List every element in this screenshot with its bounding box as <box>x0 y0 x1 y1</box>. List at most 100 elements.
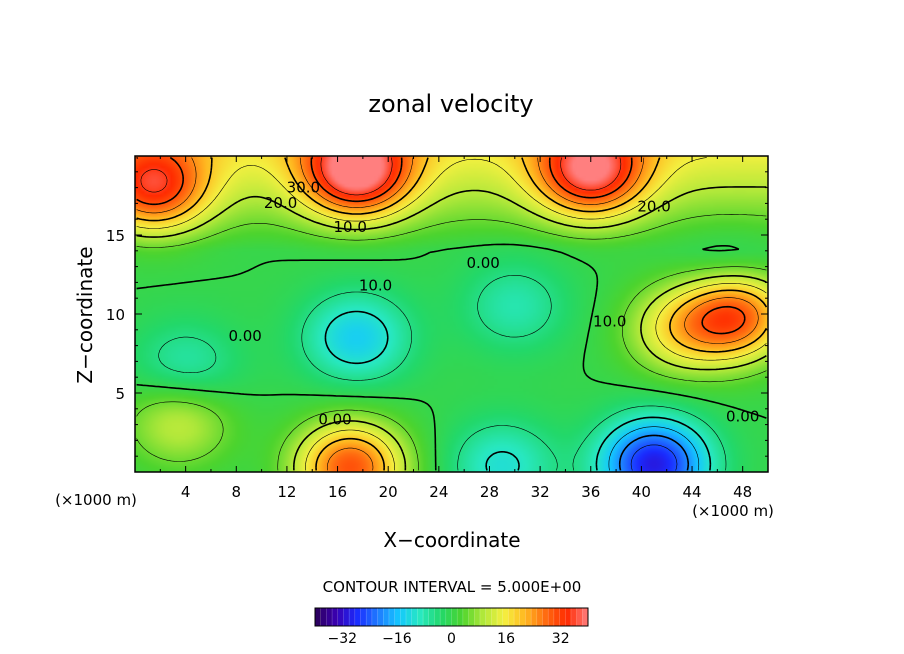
colorbar-cell <box>468 608 475 626</box>
contour-label: 0.00 <box>318 411 351 429</box>
x-tick-label: 44 <box>682 483 701 501</box>
colorbar-tick-label: −16 <box>382 631 412 647</box>
contour-lines <box>136 156 768 471</box>
colorbar-cell <box>400 608 407 626</box>
colorbar-cell <box>343 608 350 626</box>
colorbar-cell <box>559 608 566 626</box>
colorbar-cell <box>485 608 492 626</box>
contour-label: 0.00 <box>726 407 759 425</box>
colorbar-cell <box>371 608 378 626</box>
contour-line <box>630 444 678 471</box>
colorbar-cell <box>417 608 424 626</box>
colorbar-cell <box>451 608 458 626</box>
z-tick-label: 15 <box>106 227 125 245</box>
x-tick-label: 20 <box>379 483 398 501</box>
colorbar-cell <box>514 608 521 626</box>
contour-line <box>608 426 700 471</box>
colorbar-cell <box>497 608 503 626</box>
contour-line <box>136 186 767 471</box>
colorbar-frame <box>314 607 589 627</box>
colorbar-cell <box>383 608 390 626</box>
x-tick-label: 4 <box>181 483 191 501</box>
x-tick-label: 36 <box>581 483 600 501</box>
colorbar-cell <box>570 608 577 626</box>
colorbar-cell <box>502 608 509 626</box>
colorbar-cell <box>354 608 361 626</box>
colorbar-cell <box>548 608 555 626</box>
contour-line <box>136 214 767 471</box>
contour-label: 0.00 <box>466 254 499 272</box>
colorbar-tick-label: 32 <box>552 631 570 647</box>
colorbar-tick-label: 0 <box>447 631 456 647</box>
contour-line <box>140 157 622 196</box>
x-axis-label: X−coordinate <box>383 528 520 552</box>
z-tick-label: 5 <box>115 385 125 403</box>
colorbar-cell <box>388 608 395 626</box>
colorbar-cell <box>377 608 384 626</box>
colorbar-cell <box>315 608 321 626</box>
y-axis-label: Z−coordinate <box>73 246 97 383</box>
colorbar-cell <box>428 608 435 626</box>
contour-line <box>158 275 727 471</box>
colorbar-cell <box>326 608 333 626</box>
colorbar-cell <box>445 608 452 626</box>
colorbar-cell <box>491 608 498 626</box>
x-tick-label: 12 <box>277 483 296 501</box>
colorbar-cell <box>519 608 526 626</box>
colorbar-cell <box>394 608 401 626</box>
x-tick-label: 40 <box>632 483 651 501</box>
contour-line <box>136 156 746 335</box>
x-tick-label: 24 <box>429 483 448 501</box>
colorbar-cell <box>462 608 469 626</box>
contour-label: 10.0 <box>593 313 626 331</box>
colorbar-cell <box>508 608 515 626</box>
contour-line <box>136 157 768 471</box>
colorbar-cell <box>553 608 560 626</box>
colorbar-cell <box>349 608 356 626</box>
x-tick-label: 32 <box>531 483 550 501</box>
x-tick-label: 8 <box>232 483 242 501</box>
colorbar-cell <box>320 608 327 626</box>
contour-interval-text: CONTOUR INTERVAL = 5.000E+00 <box>323 578 582 596</box>
colorbar-cell <box>440 608 447 626</box>
colorbar-cell <box>434 608 441 626</box>
colorbar-cell <box>565 608 572 626</box>
z-axis-unit-label: (×1000 m) <box>692 502 774 520</box>
x-tick-label: 48 <box>733 483 752 501</box>
x-axis-unit-label: (×1000 m) <box>55 491 137 509</box>
colorbar-cell <box>576 608 583 626</box>
contour-label: 10.0 <box>359 276 392 294</box>
contour-line <box>618 434 690 471</box>
colorbar-cell <box>360 608 367 626</box>
colorbar-cell <box>406 608 412 626</box>
colorbar-tick-label: −32 <box>328 631 358 647</box>
contour-label: 10.0 <box>334 218 367 236</box>
x-tick-label: 28 <box>480 483 499 501</box>
colorbar-cell <box>582 608 589 626</box>
colorbar-cell <box>332 608 339 626</box>
contour-line <box>324 310 712 471</box>
colorbar-cell <box>479 608 486 626</box>
x-tick-label: 16 <box>328 483 347 501</box>
colorbar-cell <box>525 608 532 626</box>
contour-line <box>136 157 759 471</box>
colorbar-cell <box>531 608 538 626</box>
chart-title: zonal velocity <box>368 90 533 118</box>
z-tick-label: 10 <box>106 306 125 324</box>
colorbar-tick-label: 16 <box>497 631 515 647</box>
colorbar-cell <box>542 608 549 626</box>
colorbar-cell <box>366 608 373 626</box>
contour-label: 20.0 <box>637 197 670 215</box>
contour-label: 0.00 <box>228 327 261 345</box>
contour-line <box>136 243 767 471</box>
colorbar-cell <box>536 608 543 626</box>
contour-label: 30.0 <box>287 178 320 196</box>
colorbar-cell <box>474 608 481 626</box>
contour-label: 20.0 <box>264 194 297 212</box>
velocity-field <box>135 156 768 472</box>
colorbar-cell <box>337 608 344 626</box>
colorbar-cell <box>411 608 418 626</box>
